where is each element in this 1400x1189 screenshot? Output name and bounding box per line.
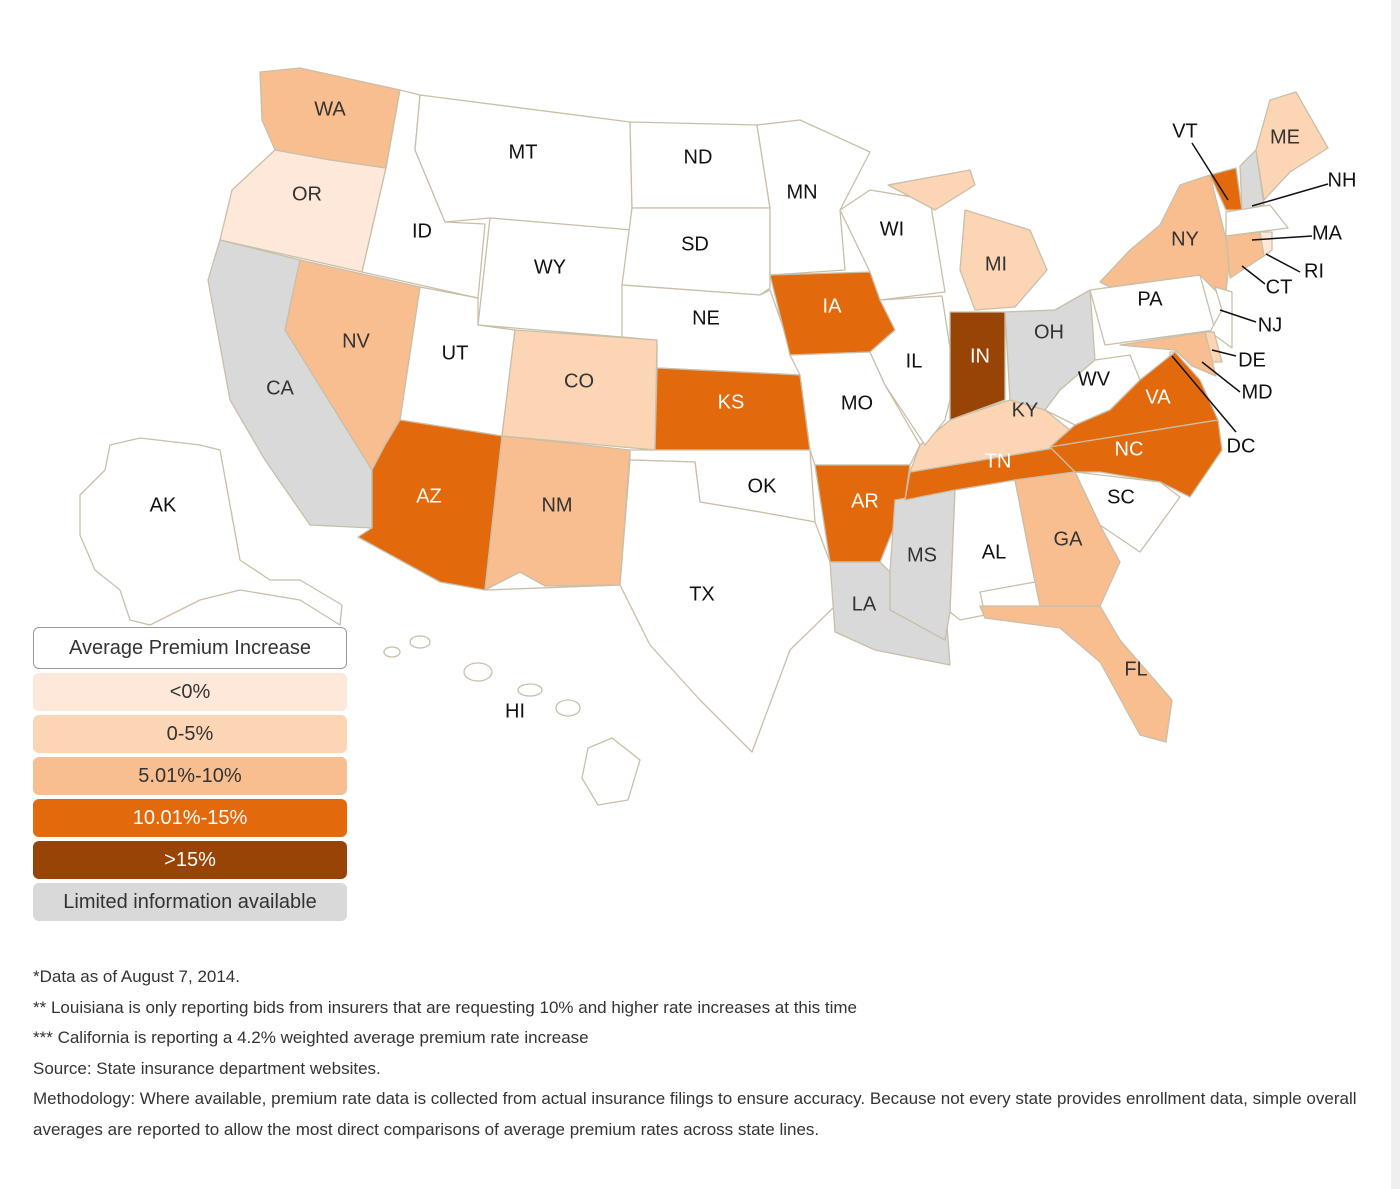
state-label-ct: CT bbox=[1266, 276, 1293, 298]
legend-item-limited: Limited information available bbox=[33, 883, 347, 921]
state-wi[interactable] bbox=[839, 189, 946, 301]
state-fl[interactable] bbox=[979, 605, 1173, 743]
state-label-la: LA bbox=[852, 593, 877, 615]
state-label-ga: GA bbox=[1054, 528, 1084, 550]
state-label-nd: ND bbox=[684, 146, 713, 168]
state-me[interactable] bbox=[1255, 91, 1329, 201]
state-label-nh: NH bbox=[1328, 169, 1357, 191]
state-label-id: ID bbox=[412, 220, 432, 242]
state-label-or: OR bbox=[292, 183, 322, 205]
state-label-il: IL bbox=[906, 350, 923, 372]
state-label-tx: TX bbox=[689, 583, 715, 605]
state-hi-island[interactable] bbox=[555, 699, 581, 717]
state-label-in: IN bbox=[970, 345, 990, 367]
state-label-vt: VT bbox=[1172, 120, 1198, 142]
state-label-ar: AR bbox=[851, 490, 879, 512]
state-ma[interactable] bbox=[1225, 204, 1289, 237]
state-mi[interactable] bbox=[887, 169, 976, 211]
state-il[interactable] bbox=[869, 295, 956, 446]
state-nj[interactable] bbox=[1209, 286, 1233, 349]
legend-item-5to10: 5.01%-10% bbox=[33, 757, 347, 795]
state-hi-island[interactable] bbox=[463, 662, 493, 682]
state-label-sd: SD bbox=[681, 233, 709, 255]
state-hi[interactable] bbox=[581, 737, 641, 806]
state-mi[interactable] bbox=[959, 209, 1048, 311]
state-label-ak: AK bbox=[150, 494, 177, 516]
state-label-ma: MA bbox=[1312, 222, 1343, 244]
state-label-ky: KY bbox=[1012, 399, 1039, 421]
state-label-co: CO bbox=[564, 370, 594, 392]
scrollbar[interactable] bbox=[1391, 0, 1400, 1189]
note-methodology: Methodology: Where available, premium ra… bbox=[33, 1089, 1357, 1139]
state-label-al: AL bbox=[982, 541, 1006, 563]
leader-line-nh bbox=[1251, 183, 1329, 207]
legend-item-lt0: <0% bbox=[33, 673, 347, 711]
state-hi-island[interactable] bbox=[383, 646, 401, 658]
leader-line-vt bbox=[1191, 142, 1229, 201]
state-label-md: MD bbox=[1241, 381, 1272, 403]
state-label-nv: NV bbox=[342, 330, 370, 352]
leader-line-de bbox=[1211, 349, 1237, 357]
state-label-nc: NC bbox=[1115, 438, 1144, 460]
state-label-sc: SC bbox=[1107, 486, 1135, 508]
leader-line-md bbox=[1201, 361, 1241, 393]
leader-line-ma bbox=[1251, 235, 1313, 241]
footnotes: *Data as of August 7, 2014. ** Louisiana… bbox=[33, 962, 1368, 1145]
state-tx[interactable] bbox=[484, 459, 837, 753]
state-label-nj: NJ bbox=[1258, 314, 1282, 336]
state-label-ut: UT bbox=[442, 342, 469, 364]
state-label-wy: WY bbox=[534, 256, 566, 278]
state-md[interactable] bbox=[1119, 331, 1217, 377]
legend-item-0to5: 0-5% bbox=[33, 715, 347, 753]
state-label-mo: MO bbox=[841, 392, 873, 414]
state-label-de: DE bbox=[1238, 349, 1266, 371]
state-label-oh: OH bbox=[1034, 321, 1064, 343]
state-sd[interactable] bbox=[621, 207, 771, 296]
state-ak[interactable] bbox=[79, 437, 343, 626]
state-label-ca: CA bbox=[266, 377, 294, 399]
state-ga[interactable] bbox=[1014, 471, 1121, 607]
state-label-va: VA bbox=[1145, 386, 1171, 408]
state-hi-island[interactable] bbox=[517, 683, 543, 697]
state-label-pa: PA bbox=[1137, 288, 1163, 310]
state-label-ny: NY bbox=[1171, 228, 1199, 250]
state-label-nm: NM bbox=[541, 494, 572, 516]
state-label-tn: TN bbox=[985, 450, 1012, 472]
leader-line-ct bbox=[1241, 265, 1266, 285]
state-ri[interactable] bbox=[1259, 231, 1273, 257]
state-label-ms: MS bbox=[907, 544, 937, 566]
state-label-wv: WV bbox=[1078, 368, 1111, 390]
state-hi-island[interactable] bbox=[409, 635, 431, 649]
state-label-fl: FL bbox=[1124, 658, 1147, 680]
state-label-ks: KS bbox=[718, 391, 745, 413]
note-source: Source: State insurance department websi… bbox=[33, 1058, 381, 1078]
state-label-ne: NE bbox=[692, 307, 720, 329]
state-label-me: ME bbox=[1270, 126, 1300, 148]
state-label-az: AZ bbox=[416, 485, 442, 507]
legend-item-gt15: >15% bbox=[33, 841, 347, 879]
state-label-mi: MI bbox=[985, 253, 1007, 275]
state-label-ok: OK bbox=[748, 475, 778, 497]
us-map: WA OR CA NV ID MT WY UT CO AZ NM ND SD NE KS OK TX MN IA MO… bbox=[79, 67, 1357, 806]
legend-title: Average Premium Increase bbox=[33, 627, 347, 669]
state-label-mt: MT bbox=[509, 141, 538, 163]
state-label-wa: WA bbox=[314, 98, 346, 120]
note-louisiana: ** Louisiana is only reporting bids from… bbox=[33, 997, 857, 1017]
leader-line-ri bbox=[1265, 253, 1301, 273]
state-label-dc: DC bbox=[1227, 435, 1256, 457]
state-label-ri: RI bbox=[1304, 260, 1324, 282]
state-label-hi: HI bbox=[505, 700, 525, 722]
leader-line-dc bbox=[1171, 355, 1237, 433]
state-label-ia: IA bbox=[823, 295, 843, 317]
note-data-date: *Data as of August 7, 2014. bbox=[33, 967, 240, 986]
state-label-wi: WI bbox=[880, 218, 904, 240]
note-california: *** California is reporting a 4.2% weigh… bbox=[33, 1028, 589, 1047]
leader-line-nj bbox=[1219, 309, 1257, 323]
legend: Average Premium Increase <0% 0-5% 5.01%-10… bbox=[33, 627, 347, 925]
state-mn[interactable] bbox=[756, 119, 871, 276]
state-ny[interactable] bbox=[1099, 174, 1231, 301]
state-in[interactable] bbox=[949, 311, 1006, 421]
state-label-mn: MN bbox=[786, 181, 817, 203]
legend-item-10to15: 10.01%-15% bbox=[33, 799, 347, 837]
